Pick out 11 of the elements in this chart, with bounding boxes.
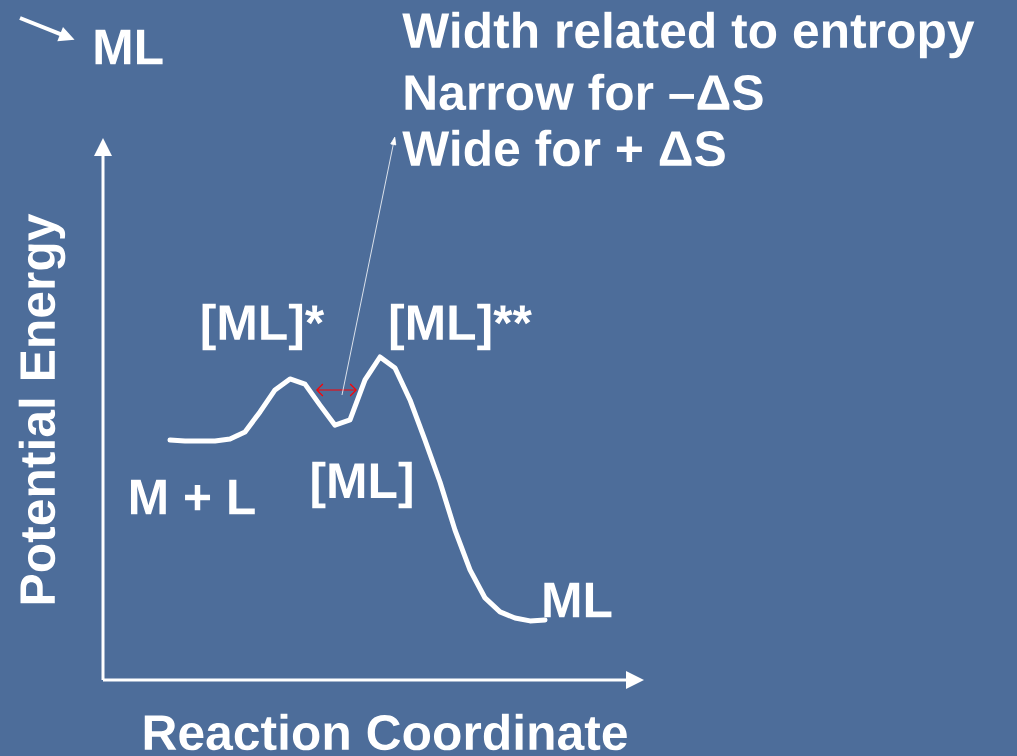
- text: [ML]*: [202, 303, 325, 351]
- annotation: M + L: [130, 479, 255, 515]
- y-axis-title: Potential Energy: [18, 213, 66, 604]
- x-axis-title: Reaction Coordinate: [144, 713, 627, 751]
- text: Width related to entropy: [402, 11, 975, 59]
- annotation: [ML]: [312, 461, 412, 509]
- text: ML: [95, 29, 163, 65]
- annotation: ML: [544, 582, 612, 618]
- text: Wide for + ΔS: [402, 129, 725, 167]
- text: [ML]**: [390, 303, 532, 351]
- text: Narrow for –ΔS: [405, 73, 763, 111]
